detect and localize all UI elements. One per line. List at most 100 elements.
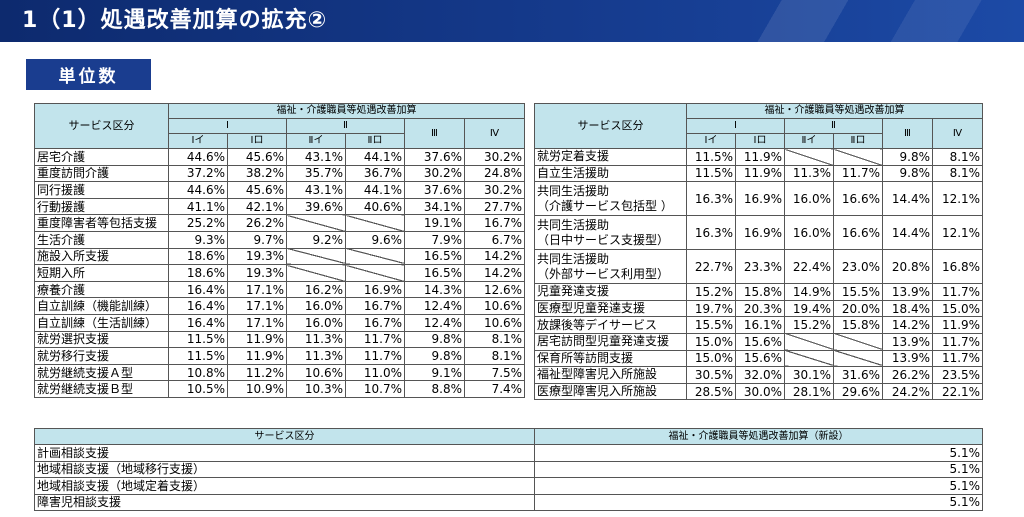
not-applicable-cell bbox=[286, 264, 346, 282]
rate-cell: 11.9% bbox=[735, 164, 785, 183]
rate-cell: 16.0% bbox=[286, 313, 346, 332]
rate-cell: 26.2% bbox=[882, 366, 933, 384]
service-name-cell: 療養介護 bbox=[34, 280, 169, 299]
rate-cell: 14.3% bbox=[404, 280, 465, 299]
table-row: 就労継続支援Ａ型 10.8% 11.2% 10.6% 11.0% 9.1% 7.5% bbox=[34, 363, 526, 382]
rate-cell: 30.5% bbox=[686, 366, 736, 384]
service-name-cell: 重度訪問介護 bbox=[34, 164, 169, 183]
rate-cell: 12.1% bbox=[931, 181, 984, 217]
rate-cell: 27.7% bbox=[463, 197, 526, 216]
rate-cell: 18.6% bbox=[168, 247, 228, 266]
rate-cell: 9.8% bbox=[882, 164, 933, 183]
rate-cell: 11.9% bbox=[227, 347, 287, 365]
rate-cell: 16.7% bbox=[345, 297, 405, 315]
table-row: 行動援護 41.1% 42.1% 39.6% 40.6% 34.1% 27.7% bbox=[34, 197, 526, 216]
rate-cell: 23.3% bbox=[735, 249, 785, 285]
rate-cell: 30.2% bbox=[463, 148, 526, 166]
rate-cell: 15.2% bbox=[784, 316, 834, 334]
right-table-body: 就労定着支援 11.5% 11.9% 9.8% 8.1% 自立生活援助 11.5% 11.9%… bbox=[534, 148, 984, 401]
left-rate-table: サービス区分 福祉・介護職員等処遇改善加算 Ⅰ Ⅱ Ⅲ Ⅳ Ⅰイ Ⅰロ Ⅱイ Ⅱ… bbox=[34, 103, 526, 398]
service-name-cell: 障害児相談支援 bbox=[34, 493, 535, 511]
not-applicable-cell bbox=[784, 332, 834, 351]
rate-cell: 8.1% bbox=[931, 148, 984, 166]
service-name-cell: 共同生活援助 （介護サービス包括型 ） bbox=[534, 181, 687, 217]
right-rate-table: サービス区分 福祉・介護職員等処遇改善加算 Ⅰ Ⅱ Ⅲ Ⅳ Ⅰイ Ⅰロ Ⅱイ Ⅱ… bbox=[534, 103, 984, 401]
rate-cell: 9.3% bbox=[168, 230, 228, 249]
rate-cell: 14.2% bbox=[882, 316, 933, 334]
table-row: 児童発達支援 15.2% 15.8% 14.9% 15.5% 13.9% 11.7% bbox=[534, 283, 984, 301]
table-row: 自立生活援助 11.5% 11.9% 11.3% 11.7% 9.8% 8.1% bbox=[534, 164, 984, 183]
rate-cell: 14.4% bbox=[882, 215, 933, 251]
rate-cell: 8.1% bbox=[463, 330, 526, 349]
service-name-cell: 放課後等デイサービス bbox=[534, 316, 687, 334]
rate-cell: 18.6% bbox=[168, 264, 228, 282]
table-row: 医療型障害児入所施設 28.5% 30.0% 28.1% 29.6% 24.2% 22.1% bbox=[534, 382, 984, 401]
rate-cell: 43.1% bbox=[286, 148, 346, 166]
page-header: 1（1）処遇改善加算の拡充② bbox=[0, 0, 1024, 42]
rate-cell: 11.5% bbox=[168, 330, 228, 349]
bonus-group-header: 福祉・介護職員等処遇改善加算 bbox=[685, 103, 984, 119]
rate-cell: 16.9% bbox=[345, 280, 405, 299]
table-row: 計画相談支援 5.1% bbox=[34, 444, 983, 462]
rate-cell: 8.8% bbox=[404, 380, 465, 398]
service-name-cell: 同行援護 bbox=[34, 181, 169, 199]
service-name-cell: 地域相談支援（地域定着支援） bbox=[34, 477, 535, 495]
rate-cell: 7.5% bbox=[463, 363, 526, 382]
rate-cell: 32.0% bbox=[735, 366, 785, 384]
service-category-header: サービス区分 bbox=[34, 428, 535, 445]
rate-cell: 22.1% bbox=[931, 382, 984, 401]
rate-cell: 9.8% bbox=[404, 347, 465, 365]
left-table-body: 居宅介護 44.6% 45.6% 43.1% 44.1% 37.6% 30.2% 重度訪問介護… bbox=[34, 148, 526, 398]
table-row: 同行援護 44.6% 45.6% 43.1% 44.1% 37.6% 30.2% bbox=[34, 181, 526, 199]
rate-cell: 9.8% bbox=[882, 148, 933, 166]
service-name-cell: 計画相談支援 bbox=[34, 444, 535, 462]
rate-cell: 11.3% bbox=[784, 164, 834, 183]
level-header: Ⅲ bbox=[882, 118, 933, 149]
rate-cell: 19.3% bbox=[227, 264, 287, 282]
rate-cell: 17.1% bbox=[227, 297, 287, 315]
level-header: Ⅲ bbox=[404, 118, 465, 149]
service-name-cell: 重度障害者等包括支援 bbox=[34, 214, 169, 232]
rate-cell: 9.6% bbox=[345, 230, 405, 249]
sublevel-header: Ⅰロ bbox=[227, 133, 287, 149]
rate-cell: 16.9% bbox=[735, 215, 785, 251]
table-row: 地域相談支援（地域定着支援） 5.1% bbox=[34, 477, 983, 495]
rate-cell: 24.8% bbox=[463, 164, 526, 183]
rate-cell: 7.4% bbox=[463, 380, 526, 398]
service-name-cell: 施設入所支援 bbox=[34, 247, 169, 266]
rate-cell: 34.1% bbox=[404, 197, 465, 216]
rate-cell: 11.5% bbox=[686, 164, 736, 183]
rate-cell: 5.1% bbox=[534, 493, 983, 511]
rate-cell: 26.2% bbox=[227, 214, 287, 232]
rate-cell: 8.1% bbox=[463, 347, 526, 365]
rate-cell: 11.2% bbox=[227, 363, 287, 382]
rate-cell: 10.3% bbox=[286, 380, 346, 398]
rate-cell: 22.4% bbox=[784, 249, 834, 285]
header-decoration bbox=[604, 0, 1024, 42]
rate-cell: 20.8% bbox=[882, 249, 933, 285]
not-applicable-cell bbox=[784, 148, 834, 166]
rate-cell: 15.6% bbox=[735, 332, 785, 351]
rate-cell: 15.2% bbox=[686, 283, 736, 301]
table-row: 居宅介護 44.6% 45.6% 43.1% 44.1% 37.6% 30.2% bbox=[34, 148, 526, 166]
service-category-header: サービス区分 bbox=[34, 103, 169, 149]
table-row: 就労定着支援 11.5% 11.9% 9.8% 8.1% bbox=[534, 148, 984, 166]
rate-cell: 16.7% bbox=[345, 313, 405, 332]
rate-cell: 23.0% bbox=[833, 249, 883, 285]
not-applicable-cell bbox=[345, 247, 405, 266]
rate-cell: 44.6% bbox=[168, 181, 228, 199]
service-name-cell: 医療型障害児入所施設 bbox=[534, 382, 687, 401]
rate-cell: 16.5% bbox=[404, 247, 465, 266]
rate-cell: 45.6% bbox=[227, 181, 287, 199]
rate-cell: 28.1% bbox=[784, 382, 834, 401]
rate-cell: 11.7% bbox=[345, 347, 405, 365]
rate-cell: 10.9% bbox=[227, 380, 287, 398]
service-name-cell: 自立生活援助 bbox=[534, 164, 687, 183]
rate-cell: 29.6% bbox=[833, 382, 883, 401]
rate-cell: 16.6% bbox=[833, 215, 883, 251]
service-name-cell: 就労継続支援Ｂ型 bbox=[34, 380, 169, 398]
rate-cell: 11.9% bbox=[931, 316, 984, 334]
rate-cell: 16.4% bbox=[168, 313, 228, 332]
table-row: 医療型児童発達支援 19.7% 20.3% 19.4% 20.0% 18.4% 15.0% bbox=[534, 299, 984, 318]
not-applicable-cell bbox=[784, 349, 834, 368]
